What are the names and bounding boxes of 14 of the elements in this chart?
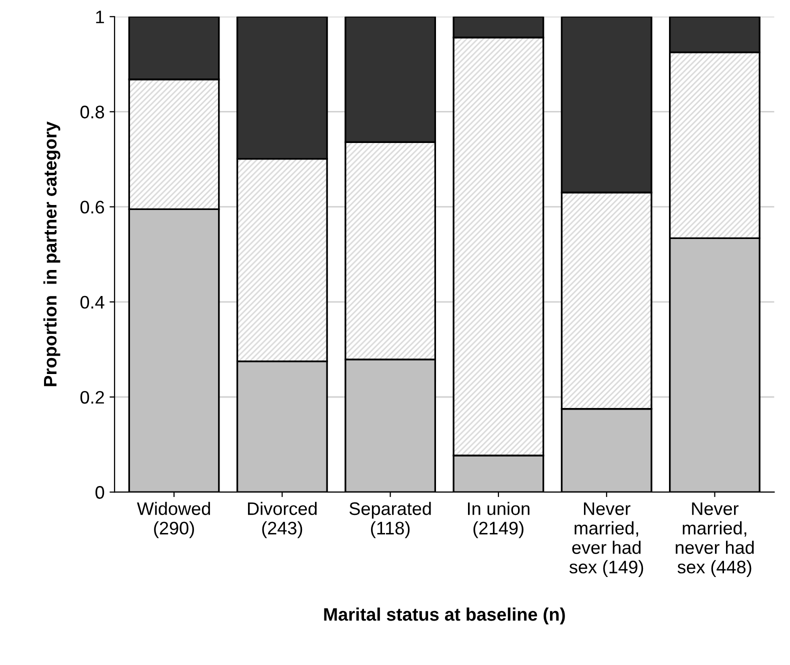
x-tick-label: Never married, never had sex (448) bbox=[676, 502, 754, 577]
x-tick-label: Never married, ever had sex (149) bbox=[569, 502, 644, 577]
x-tick-label: Widowed (290) bbox=[136, 502, 210, 538]
x-axis-title: Marital status at baseline (n) bbox=[324, 608, 565, 624]
y-tick-label: 0.2 bbox=[80, 390, 104, 404]
x-tick-label: In union (2149) bbox=[468, 502, 530, 538]
y-tick-label: 0 bbox=[95, 486, 104, 499]
y-tick-label: 0.4 bbox=[80, 296, 104, 309]
x-tick-label: Separated (118) bbox=[349, 502, 431, 538]
y-tick-label: 1 bbox=[96, 10, 104, 24]
y-tick-label: 0.8 bbox=[80, 106, 104, 118]
y-tick-label: 0.6 bbox=[80, 200, 104, 214]
y-axis-title: Proportion in partner category bbox=[43, 122, 60, 386]
x-tick-label: Divorced (243) bbox=[248, 502, 317, 538]
